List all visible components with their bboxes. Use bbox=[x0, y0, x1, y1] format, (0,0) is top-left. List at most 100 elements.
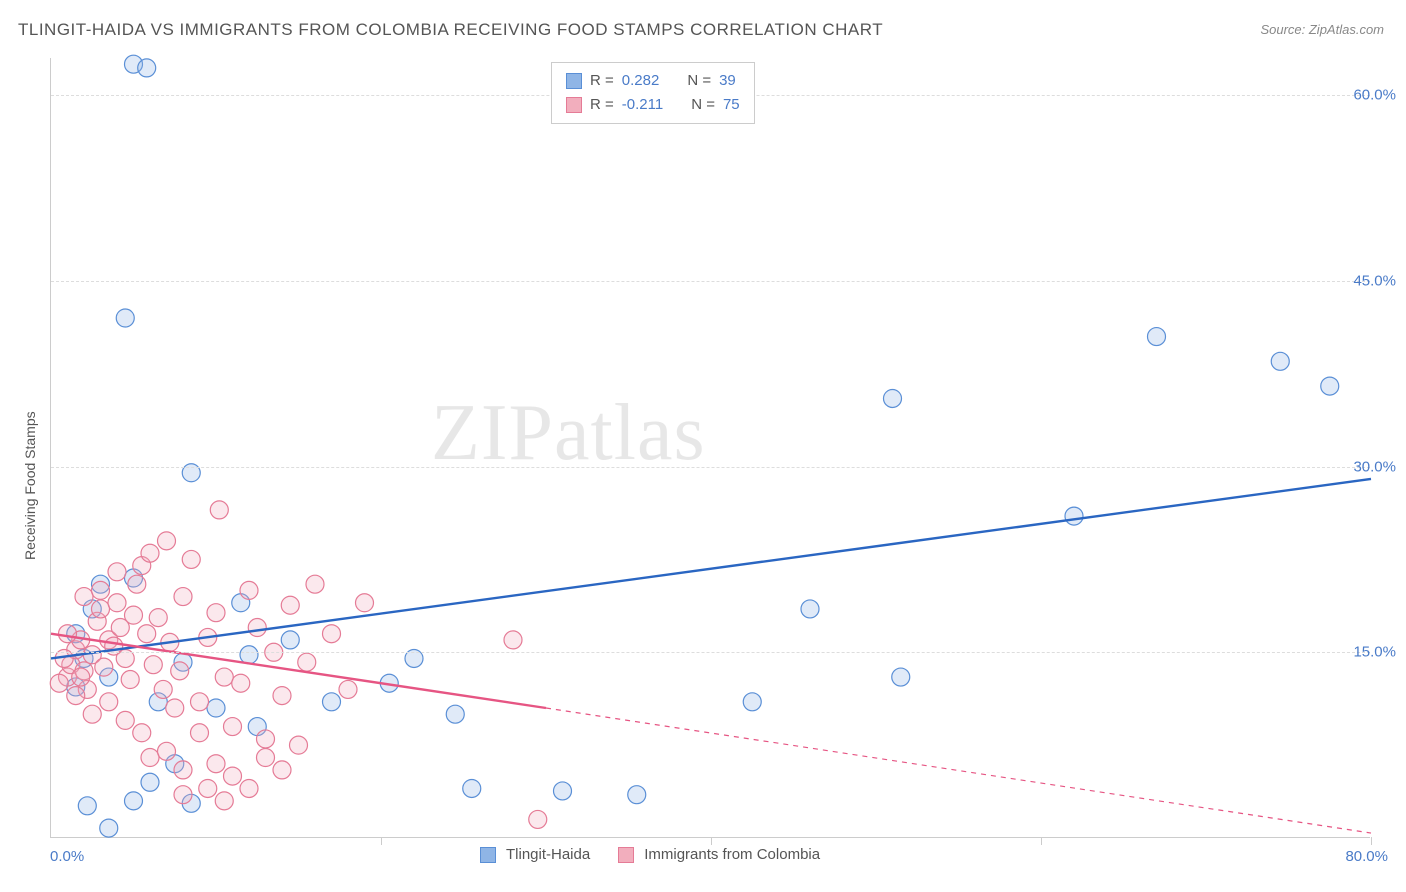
data-point-colombia bbox=[174, 786, 192, 804]
data-point-colombia bbox=[257, 730, 275, 748]
data-point-colombia bbox=[125, 606, 143, 624]
trendline-tlingit bbox=[51, 479, 1371, 659]
x-tick bbox=[1371, 837, 1372, 845]
chart-title: TLINGIT-HAIDA VS IMMIGRANTS FROM COLOMBI… bbox=[18, 20, 883, 40]
trendline-dashed-colombia bbox=[546, 708, 1371, 833]
data-point-colombia bbox=[273, 761, 291, 779]
gridline bbox=[51, 281, 1370, 282]
data-point-tlingit bbox=[281, 631, 299, 649]
data-point-colombia bbox=[339, 680, 357, 698]
data-point-colombia bbox=[232, 674, 250, 692]
data-point-tlingit bbox=[207, 699, 225, 717]
data-point-colombia bbox=[215, 668, 233, 686]
data-point-colombia bbox=[224, 718, 242, 736]
gridline bbox=[51, 652, 1370, 653]
legend-swatch bbox=[480, 847, 496, 863]
legend-n-label: N = bbox=[687, 69, 711, 93]
legend-series-label: Tlingit-Haida bbox=[506, 846, 590, 863]
data-point-tlingit bbox=[100, 819, 118, 837]
data-point-colombia bbox=[207, 604, 225, 622]
data-point-colombia bbox=[281, 596, 299, 614]
data-point-colombia bbox=[273, 687, 291, 705]
legend-n-label: N = bbox=[691, 93, 715, 117]
data-point-tlingit bbox=[463, 779, 481, 797]
legend-series-label: Immigrants from Colombia bbox=[644, 846, 820, 863]
data-point-colombia bbox=[67, 687, 85, 705]
data-point-tlingit bbox=[1148, 328, 1166, 346]
y-axis-label: Receiving Food Stamps bbox=[22, 411, 38, 560]
data-point-colombia bbox=[166, 699, 184, 717]
data-point-colombia bbox=[290, 736, 308, 754]
x-tick bbox=[381, 837, 382, 845]
data-point-colombia bbox=[59, 625, 77, 643]
legend-r-label: R = bbox=[590, 93, 614, 117]
y-tick-label: 30.0% bbox=[1353, 458, 1396, 475]
data-point-colombia bbox=[323, 625, 341, 643]
data-point-tlingit bbox=[1065, 507, 1083, 525]
data-point-colombia bbox=[149, 609, 167, 627]
x-tick bbox=[711, 837, 712, 845]
data-point-colombia bbox=[199, 779, 217, 797]
data-point-colombia bbox=[92, 600, 110, 618]
data-point-colombia bbox=[138, 625, 156, 643]
plot-area: ZIPatlas R =0.282N =39R =-0.211N =75 bbox=[50, 58, 1370, 838]
data-point-colombia bbox=[207, 755, 225, 773]
data-point-colombia bbox=[133, 724, 151, 742]
data-point-tlingit bbox=[116, 309, 134, 327]
legend-r-value: -0.211 bbox=[622, 93, 663, 117]
data-point-colombia bbox=[158, 742, 176, 760]
data-point-tlingit bbox=[138, 59, 156, 77]
data-point-colombia bbox=[215, 792, 233, 810]
data-point-colombia bbox=[72, 668, 90, 686]
data-point-colombia bbox=[356, 594, 374, 612]
legend-n-value: 39 bbox=[719, 69, 736, 93]
chart-container: TLINGIT-HAIDA VS IMMIGRANTS FROM COLOMBI… bbox=[0, 0, 1406, 892]
data-point-tlingit bbox=[554, 782, 572, 800]
data-point-tlingit bbox=[801, 600, 819, 618]
data-point-colombia bbox=[174, 761, 192, 779]
data-point-tlingit bbox=[240, 646, 258, 664]
plot-svg bbox=[51, 58, 1370, 837]
data-point-colombia bbox=[95, 658, 113, 676]
legend-r-label: R = bbox=[590, 69, 614, 93]
data-point-colombia bbox=[141, 749, 159, 767]
data-point-colombia bbox=[108, 594, 126, 612]
y-tick-label: 45.0% bbox=[1353, 272, 1396, 289]
data-point-colombia bbox=[240, 779, 258, 797]
data-point-tlingit bbox=[892, 668, 910, 686]
data-point-colombia bbox=[306, 575, 324, 593]
legend-series: Tlingit-Haida Immigrants from Colombia bbox=[480, 846, 838, 863]
trendline-colombia bbox=[51, 634, 546, 708]
y-tick-label: 60.0% bbox=[1353, 87, 1396, 104]
legend-swatch bbox=[566, 73, 582, 89]
legend-swatch bbox=[566, 97, 582, 113]
legend-stats: R =0.282N =39R =-0.211N =75 bbox=[551, 62, 755, 124]
data-point-colombia bbox=[128, 575, 146, 593]
x-tick bbox=[1041, 837, 1042, 845]
data-point-colombia bbox=[191, 693, 209, 711]
data-point-colombia bbox=[210, 501, 228, 519]
data-point-colombia bbox=[529, 810, 547, 828]
data-point-colombia bbox=[92, 581, 110, 599]
data-point-tlingit bbox=[446, 705, 464, 723]
data-point-tlingit bbox=[743, 693, 761, 711]
data-point-colombia bbox=[174, 588, 192, 606]
data-point-colombia bbox=[83, 705, 101, 723]
data-point-colombia bbox=[108, 563, 126, 581]
data-point-colombia bbox=[50, 674, 68, 692]
data-point-colombia bbox=[298, 653, 316, 671]
data-point-tlingit bbox=[1271, 352, 1289, 370]
data-point-tlingit bbox=[323, 693, 341, 711]
legend-stats-row: R =-0.211N =75 bbox=[566, 93, 740, 117]
legend-r-value: 0.282 bbox=[622, 69, 660, 93]
data-point-colombia bbox=[144, 656, 162, 674]
data-point-tlingit bbox=[78, 797, 96, 815]
data-point-colombia bbox=[100, 693, 118, 711]
data-point-tlingit bbox=[884, 389, 902, 407]
x-axis-start-label: 0.0% bbox=[50, 848, 84, 865]
source-attribution: Source: ZipAtlas.com bbox=[1260, 22, 1384, 37]
data-point-colombia bbox=[158, 532, 176, 550]
data-point-colombia bbox=[224, 767, 242, 785]
data-point-colombia bbox=[240, 581, 258, 599]
data-point-tlingit bbox=[125, 792, 143, 810]
